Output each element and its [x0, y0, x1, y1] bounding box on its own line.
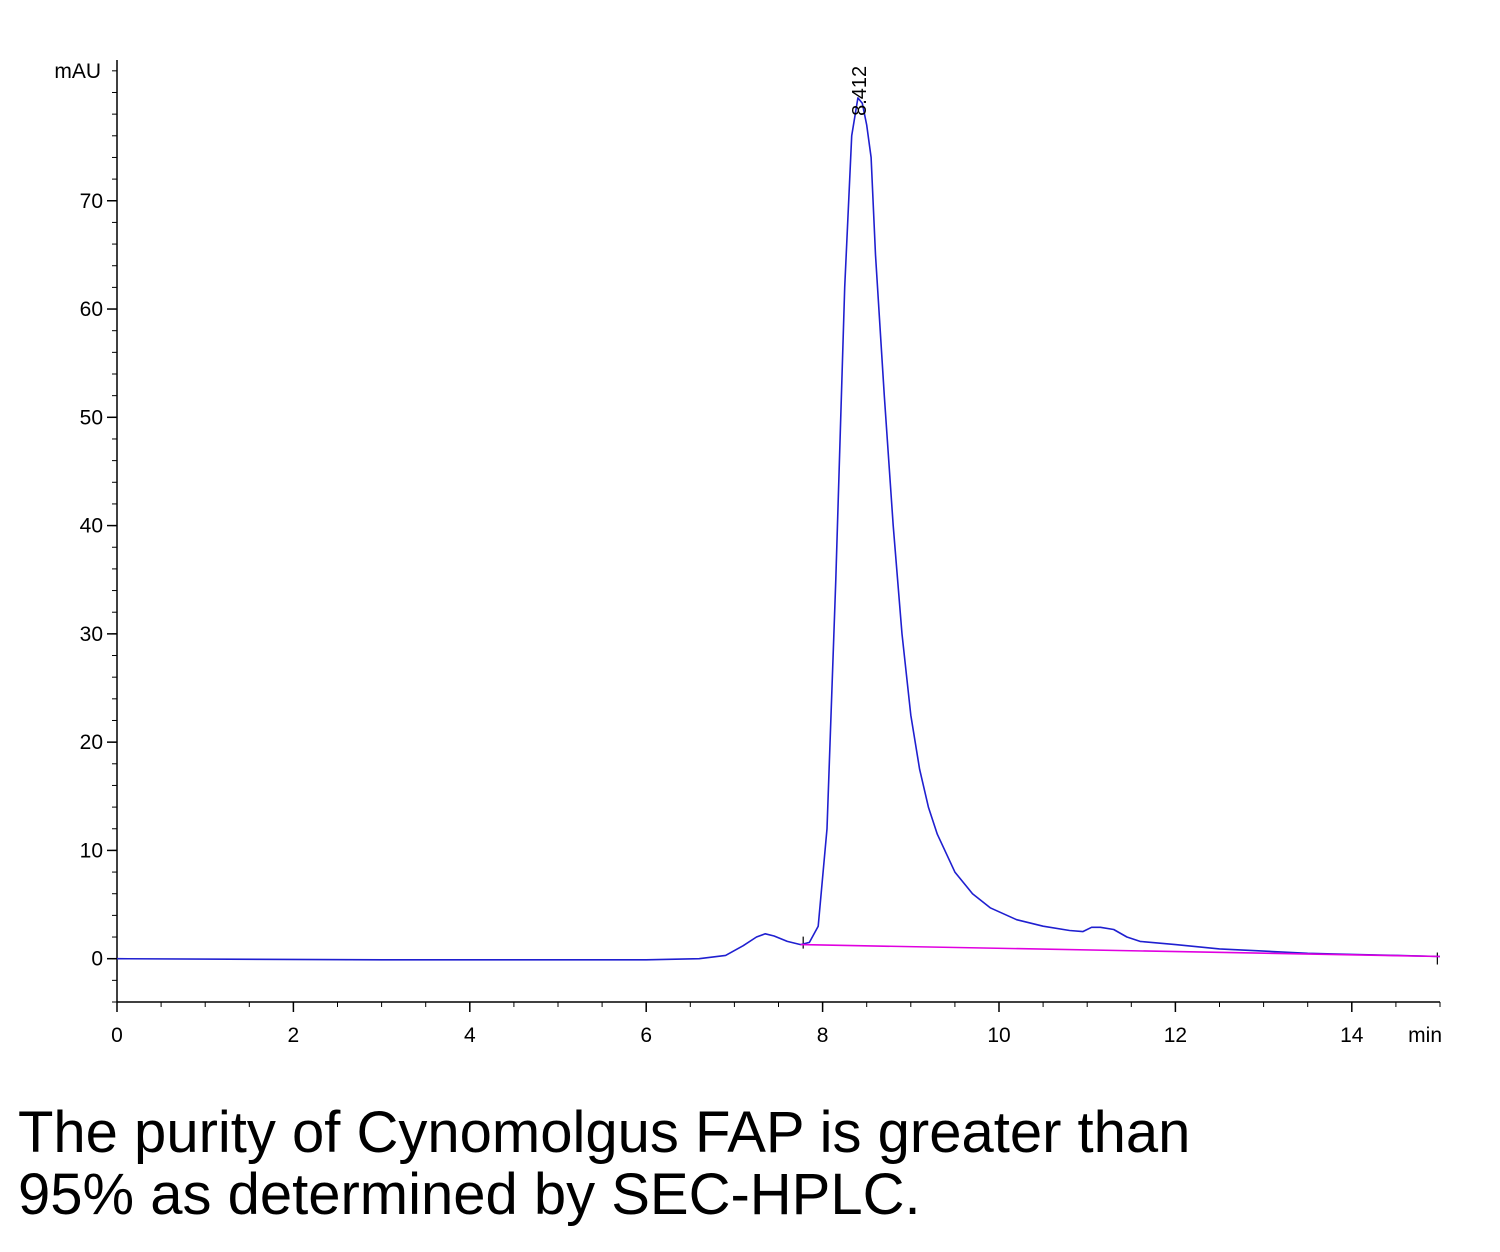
y-tick-label: 0 — [91, 948, 103, 971]
x-tick-label: 0 — [111, 1024, 123, 1047]
x-tick-label: 14 — [1340, 1024, 1364, 1047]
caption-line-2: 95% as determined by SEC-HPLC. — [18, 1162, 921, 1227]
x-tick-label: 10 — [987, 1024, 1010, 1047]
x-tick-label: 6 — [640, 1024, 652, 1047]
y-tick-label: 60 — [80, 298, 103, 321]
baseline-trace — [800, 943, 1441, 958]
x-tick-label: 4 — [464, 1024, 476, 1047]
peak-label: 8.412 — [849, 66, 871, 116]
x-tick-label: 8 — [817, 1024, 829, 1047]
signal-trace — [116, 97, 1441, 961]
y-axis-label: mAU — [54, 60, 101, 83]
x-tick-label: 12 — [1164, 1024, 1187, 1047]
y-tick-label: 30 — [80, 623, 103, 646]
series-layer — [116, 97, 1441, 961]
axes — [116, 60, 1440, 1003]
y-tick-label: 20 — [80, 731, 103, 754]
ticks: 0 10 20 30 40 50 60 70 0 2 4 6 8 10 12 14 — [80, 70, 1441, 1047]
x-axis-label: min — [1408, 1024, 1442, 1047]
x-tick-label: 2 — [288, 1024, 300, 1047]
y-tick-label: 10 — [80, 839, 103, 862]
caption: The purity of Cynomolgus FAP is greater … — [18, 1102, 1478, 1226]
y-tick-label: 70 — [80, 190, 103, 213]
y-tick-label: 50 — [80, 406, 103, 429]
chromatogram-chart: 0 10 20 30 40 50 60 70 0 2 4 6 8 10 12 14 mAU min 8.412 — [54, 60, 1442, 1047]
y-tick-label: 40 — [80, 515, 103, 538]
caption-line-1: The purity of Cynomolgus FAP is greater … — [18, 1100, 1191, 1165]
